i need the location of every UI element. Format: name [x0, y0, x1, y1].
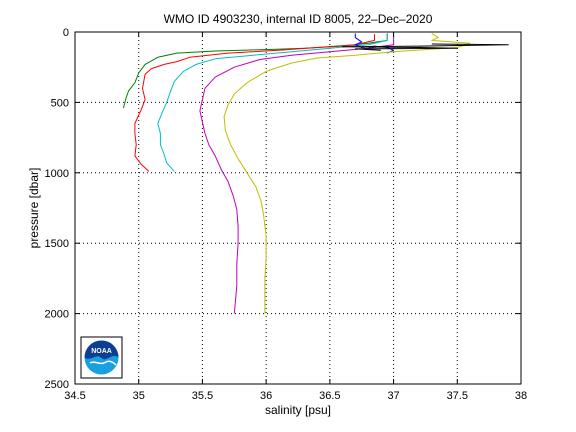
noaa-logo-text: NOAA: [91, 348, 112, 355]
series-line-2: [134, 34, 375, 172]
grid: [75, 32, 521, 384]
y-tick-label: 2500: [45, 379, 69, 391]
x-tick-label: 37: [387, 390, 399, 402]
x-tick-label: 34.5: [64, 390, 85, 402]
x-tick-label: 36.5: [319, 390, 340, 402]
x-tick-label: 35: [133, 390, 145, 402]
x-tick-label: 37.5: [447, 390, 468, 402]
tick-group: 34.5 35 35.5 36 36.5 37 37.5 38 0 500 1000 1500 2000…: [45, 27, 528, 402]
plot-area: [74, 31, 522, 385]
series-line-3: [157, 34, 388, 172]
chart-title: WMO ID 4903230, internal ID 8005, 22–Dec…: [164, 12, 433, 26]
series-line-4: [199, 34, 395, 314]
x-tick-label: 38: [515, 390, 527, 402]
series-line-7: [342, 43, 509, 51]
y-tick-label: 1000: [45, 168, 69, 180]
series-group: [122, 32, 509, 314]
x-axis-label: salinity [psu]: [265, 403, 331, 417]
y-axis-label: pressure [dbar]: [27, 168, 41, 249]
x-tick-label: 35.5: [192, 390, 213, 402]
series-line-5: [354, 33, 395, 54]
y-tick-label: 0: [63, 27, 69, 39]
y-tick-label: 500: [51, 97, 69, 109]
noaa-logo: NOAA: [80, 336, 123, 379]
x-tick-label: 36: [260, 390, 272, 402]
y-tick-label: 1500: [45, 238, 69, 250]
y-tick-label: 2000: [45, 309, 69, 321]
